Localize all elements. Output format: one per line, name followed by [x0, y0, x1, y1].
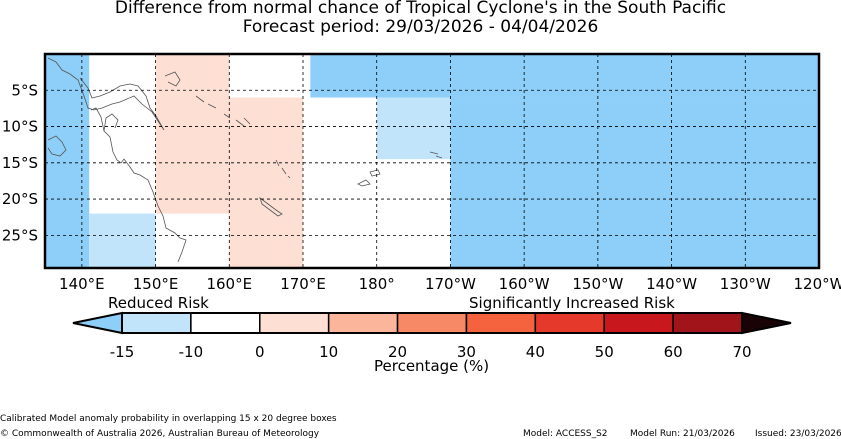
colorbar-tick-label: 0: [255, 343, 265, 361]
longitude-ticks: 140°E 150°E 160°E 170°E 180° 170°W 160°W 150°W 1…: [59, 275, 841, 293]
colorbar-segment-2: [259, 312, 330, 334]
lon-tick-label: 170°W: [425, 275, 476, 293]
colorbar: [72, 311, 792, 335]
colorbar-xlabel: Percentage (%): [374, 357, 490, 375]
lon-tick-label: 180°: [359, 275, 395, 293]
colorbar-over-arrow: [741, 311, 792, 335]
lat-tick-label: 20°S: [2, 190, 38, 208]
colorbar-tick-label: 30: [457, 343, 476, 361]
new-caledonia-coastline: [259, 196, 283, 217]
anomaly-region-2: [155, 54, 230, 214]
colorbar-segment-6: [534, 312, 605, 334]
lon-tick-label: 140°W: [646, 275, 697, 293]
lon-tick-label: 130°W: [720, 275, 771, 293]
map-title: Difference from normal chance of Tropica…: [114, 0, 727, 18]
anomaly-regions: [45, 54, 819, 268]
footer-model-run: Model Run: 21/03/2026: [630, 429, 735, 439]
vanuatu-islands: [275, 159, 291, 179]
samoa-islands: [429, 151, 443, 159]
anomaly-region-0: [45, 54, 90, 268]
reduced-risk-label: Reduced Risk: [108, 294, 209, 312]
lat-tick-label: 5°S: [11, 81, 38, 99]
lat-tick-label: 25°S: [2, 226, 38, 244]
anomaly-region-6: [450, 97, 819, 268]
colorbar-outline: [121, 312, 743, 334]
colorbar-segment-0: [121, 312, 192, 334]
lon-tick-label: 160°E: [206, 275, 252, 293]
lon-tick-label: 140°E: [59, 275, 105, 293]
lon-tick-label: 150°E: [133, 275, 179, 293]
lon-tick-label: 160°W: [499, 275, 550, 293]
gridlines: [45, 54, 819, 268]
forecast-period: Forecast period: 29/03/2026 - 04/04/2026: [242, 17, 599, 37]
coastlines: [47, 57, 443, 263]
footer-model: Model: ACCESS_S2: [523, 429, 608, 439]
new-britain-coastline: [164, 71, 181, 87]
lat-tick-label: 10°S: [2, 118, 38, 136]
colorbar-tick-label: -10: [179, 343, 204, 361]
anomaly-region-3: [229, 97, 303, 268]
lon-tick-label: 120°W: [794, 275, 841, 293]
anomaly-region-4: [310, 54, 819, 98]
colorbar-tick-label: 10: [319, 343, 338, 361]
footer-note: Calibrated Model anomaly probability in …: [0, 414, 337, 424]
colorbar-segment-7: [603, 312, 674, 334]
colorbar-segment-1: [190, 312, 261, 334]
colorbar-tick-label: -15: [110, 343, 135, 361]
latitude-ticks: 5°S 10°S 15°S 20°S 25°S: [2, 81, 38, 244]
cape-york-coastline: [103, 113, 119, 132]
lon-tick-label: 150°W: [572, 275, 623, 293]
anomaly-region-1: [89, 213, 156, 268]
colorbar-tick-label: 50: [595, 343, 614, 361]
colorbar-tick-label: 60: [664, 343, 683, 361]
lat-tick-label: 15°S: [2, 154, 38, 172]
anomaly-region-5: [376, 97, 451, 160]
footer-issued: Issued: 23/03/2026: [755, 429, 841, 439]
footer-copyright: © Commonwealth of Australia 2026, Austra…: [0, 429, 320, 439]
carpentaria-coastline: [47, 135, 67, 157]
map-frame: [43, 52, 821, 270]
colorbar-under-arrow: [72, 311, 123, 335]
colorbar-segment-3: [327, 312, 399, 334]
colorbar-segment-8: [672, 312, 743, 334]
colorbar-segment-5: [465, 312, 537, 334]
increased-risk-label: Significantly Increased Risk: [469, 294, 675, 312]
fiji-islands: [357, 169, 381, 187]
colorbar-segment-4: [396, 312, 468, 334]
solomon-islands: [195, 95, 251, 127]
colorbar-ticks: -15 -10 0 10 20 30 40 50 60 70: [110, 343, 752, 361]
colorbar-tick-label: 70: [732, 343, 751, 361]
colorbar-tick-label: 40: [526, 343, 545, 361]
lon-tick-label: 170°E: [280, 275, 326, 293]
colorbar-tick-label: 20: [388, 343, 407, 361]
